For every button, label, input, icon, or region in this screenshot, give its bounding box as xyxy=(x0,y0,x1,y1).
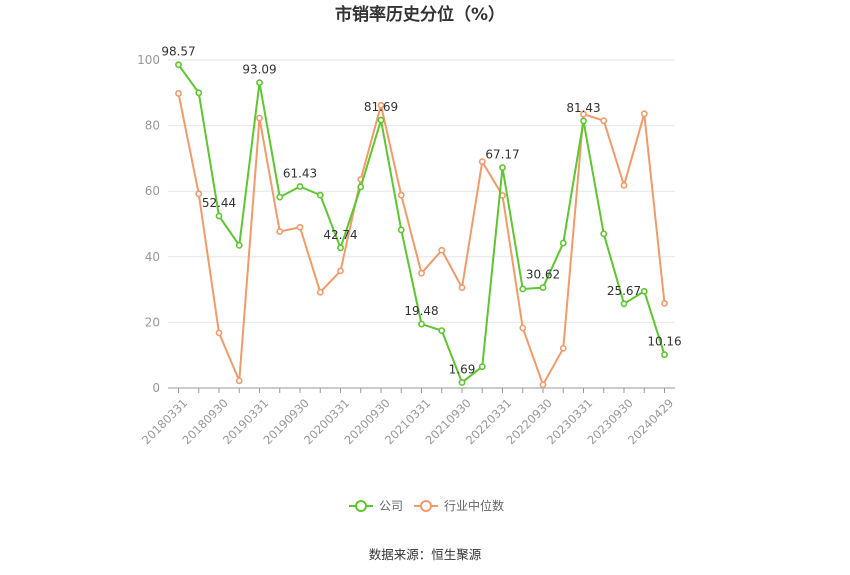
data-label: 52.44 xyxy=(202,196,236,210)
data-point xyxy=(499,164,506,172)
data-point xyxy=(195,89,203,97)
legend-marker xyxy=(420,500,432,512)
data-point xyxy=(640,287,648,295)
y-tick-label: 60 xyxy=(145,184,160,198)
data-label: 67.17 xyxy=(485,148,519,162)
data-point xyxy=(478,158,486,166)
data-point xyxy=(478,363,486,371)
data-point xyxy=(235,241,243,249)
data-point xyxy=(539,284,547,291)
data-label: 98.57 xyxy=(161,45,195,59)
data-point xyxy=(296,183,304,190)
series-layer xyxy=(175,61,668,389)
data-point xyxy=(377,101,385,109)
data-point xyxy=(458,379,466,386)
legend-marker xyxy=(355,500,367,512)
data-point xyxy=(438,246,446,254)
data-label: 10.16 xyxy=(647,335,681,349)
data-point xyxy=(175,61,182,69)
legend-item-industry-median[interactable]: 行业中位数 xyxy=(414,498,504,513)
data-point xyxy=(600,117,608,125)
series-industry-median xyxy=(175,90,668,389)
data-point xyxy=(397,191,405,199)
data-point xyxy=(296,223,304,231)
series-line xyxy=(177,93,666,386)
legend[interactable]: 公司 行业中位数 xyxy=(349,498,504,513)
data-point xyxy=(620,181,628,189)
data-point xyxy=(276,228,284,235)
data-point xyxy=(316,288,324,296)
data-point xyxy=(559,239,567,247)
y-tick-label: 80 xyxy=(145,119,160,133)
data-label: 81.43 xyxy=(566,101,600,115)
data-point xyxy=(559,344,567,352)
data-point xyxy=(640,110,648,118)
data-point xyxy=(458,284,466,292)
data-point xyxy=(316,191,324,199)
chart-title: 市销率历史分位（%） xyxy=(335,4,505,25)
legend-item-company[interactable]: 公司 xyxy=(349,499,403,513)
y-tick-label: 20 xyxy=(145,315,160,329)
data-point xyxy=(377,116,385,124)
data-point xyxy=(256,79,263,87)
data-labels: 98.57 52.44 93.09 61.43 42.74 81.69 19.48 1.69 6… xyxy=(161,45,681,377)
data-point xyxy=(418,320,425,328)
data-point xyxy=(195,190,203,198)
data-point xyxy=(175,90,182,97)
data-point xyxy=(276,193,284,201)
data-point xyxy=(620,300,628,308)
y-tick-label: 0 xyxy=(152,381,160,395)
data-point xyxy=(580,110,587,118)
data-label: 30.62 xyxy=(526,268,560,282)
data-label: 81.69 xyxy=(364,100,398,114)
data-point xyxy=(519,324,527,332)
data-point xyxy=(661,299,668,307)
data-point xyxy=(337,267,344,275)
data-point xyxy=(357,183,365,191)
data-point xyxy=(215,212,223,220)
grid xyxy=(168,59,675,323)
data-point xyxy=(580,117,587,125)
data-point xyxy=(519,285,527,293)
y-tick-label: 40 xyxy=(145,250,160,264)
data-point xyxy=(235,377,243,385)
legend-label: 公司 xyxy=(379,499,403,513)
data-label: 1.69 xyxy=(449,362,476,376)
data-label: 42.74 xyxy=(323,228,357,242)
legend-label: 行业中位数 xyxy=(444,498,504,513)
series-company xyxy=(175,61,668,386)
data-point xyxy=(539,381,547,389)
data-point xyxy=(215,329,223,337)
y-tick-label: 100 xyxy=(137,53,160,67)
data-point xyxy=(397,226,405,234)
data-label: 19.48 xyxy=(404,304,438,318)
source-note: 数据来源：恒生聚源 xyxy=(369,547,482,562)
data-point xyxy=(661,351,668,359)
data-label: 93.09 xyxy=(242,63,276,77)
data-point xyxy=(418,269,425,277)
data-point xyxy=(256,114,263,122)
data-label: 25.67 xyxy=(607,284,641,298)
data-label: 61.43 xyxy=(283,167,317,181)
data-point xyxy=(438,327,446,334)
data-point xyxy=(600,230,608,238)
data-point xyxy=(337,244,344,252)
